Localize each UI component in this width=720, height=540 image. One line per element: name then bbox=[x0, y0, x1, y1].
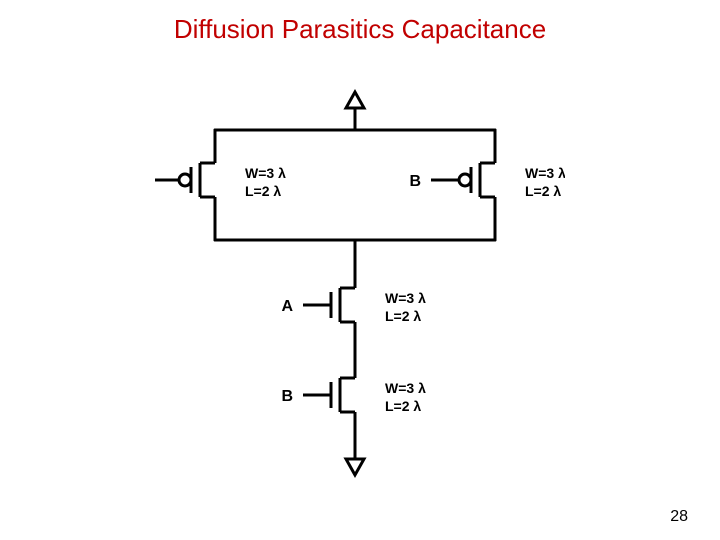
svg-text:L=2 λ: L=2 λ bbox=[385, 308, 421, 324]
svg-text:W=3 λ: W=3 λ bbox=[385, 290, 426, 306]
svg-text:L=2 λ: L=2 λ bbox=[385, 398, 421, 414]
svg-text:L=2 λ: L=2 λ bbox=[245, 183, 281, 199]
svg-text:W=3 λ: W=3 λ bbox=[385, 380, 426, 396]
page-number: 28 bbox=[670, 508, 688, 526]
svg-text:A: A bbox=[281, 298, 293, 315]
svg-text:B: B bbox=[409, 173, 421, 190]
svg-text:L=2 λ: L=2 λ bbox=[525, 183, 561, 199]
svg-text:W=3 λ: W=3 λ bbox=[525, 165, 565, 181]
circuit-diagram: AW=3 λL=2 λBW=3 λL=2 λAW=3 λL=2 λBW=3 λL… bbox=[155, 80, 565, 500]
slide-title: Diffusion Parasitics Capacitance bbox=[0, 14, 720, 45]
svg-text:B: B bbox=[281, 388, 293, 405]
svg-text:W=3 λ: W=3 λ bbox=[245, 165, 286, 181]
